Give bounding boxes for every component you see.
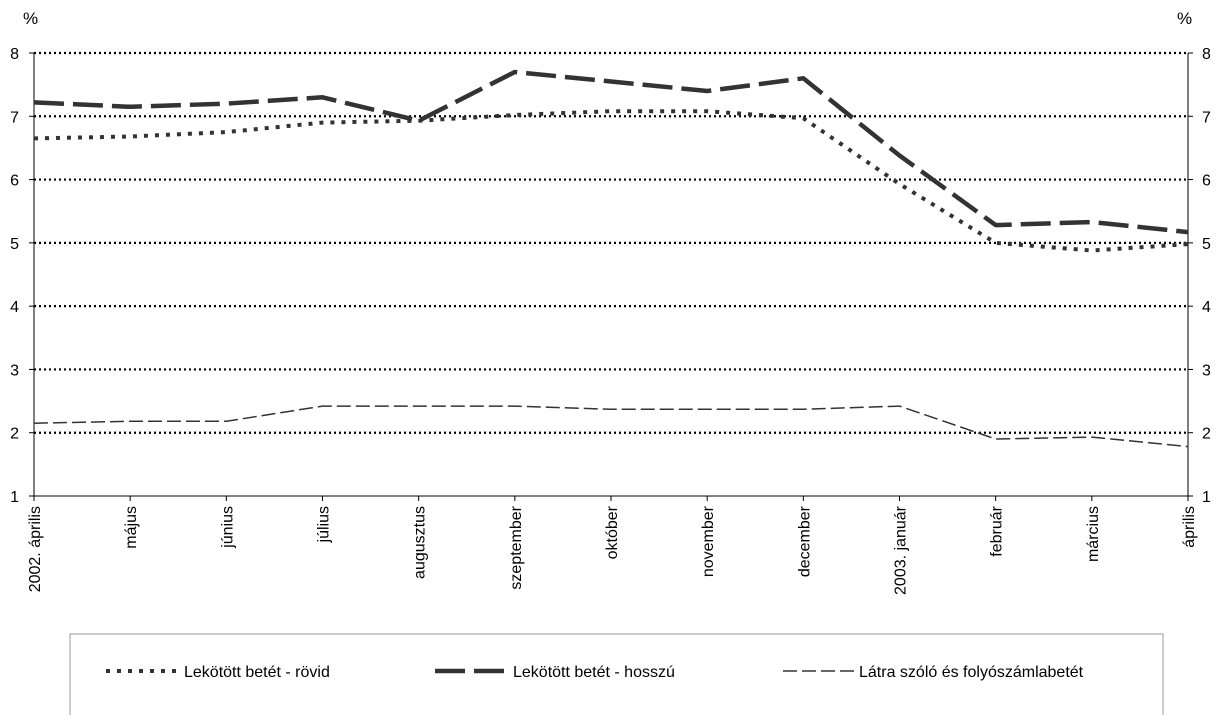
y-tick-label-right: 8 [1202,46,1211,63]
y-tick-label-right: 3 [1202,362,1211,379]
left-axis-unit: % [23,9,38,28]
data-point [321,405,323,407]
x-tick-label: szeptember [508,505,525,589]
y-tick-label-left: 4 [10,299,19,316]
legend-label-2: Lekötött betét - hosszú [513,664,675,681]
data-point [994,438,996,440]
data-point [225,102,227,104]
data-point [802,77,804,79]
series-line-2 [33,69,1189,235]
y-tick-label-right: 1 [1202,489,1211,506]
y-tick-label-right: 4 [1202,299,1211,316]
x-tick-label: augusztus [412,506,429,579]
data-point [514,405,516,407]
y-tick-label-right: 5 [1202,236,1211,253]
data-point [225,420,227,422]
data-point [1187,231,1189,233]
data-point [610,408,612,410]
x-tick-label: 2002. április [27,506,44,592]
x-tick-label: november [700,505,717,577]
data-point [1187,445,1189,447]
data-point [1091,221,1093,223]
y-tick-label-left: 7 [10,109,19,126]
x-tick-label: július [316,506,333,543]
data-point [898,183,900,185]
x-tick-label: április [1181,506,1198,548]
data-point [33,101,35,103]
data-point [1091,249,1093,251]
data-point [610,80,612,82]
y-tick-label-right: 7 [1202,109,1211,126]
data-point [129,106,131,108]
y-tick-label-left: 1 [10,489,19,506]
data-point [994,242,996,244]
data-point [321,96,323,98]
data-point [33,137,35,139]
x-tick-label: május [123,506,140,549]
data-point [706,408,708,410]
data-point [225,131,227,133]
data-point [802,117,804,119]
data-point [514,114,516,116]
data-point [417,120,419,122]
legend-label-3: Látra szóló és folyószámlabetét [859,664,1084,681]
series-line-3 [33,405,1189,448]
data-point [129,135,131,137]
data-point [321,121,323,123]
data-point [802,408,804,410]
legend-label-1: Lekötött betét - rövid [184,664,330,681]
data-point [898,405,900,407]
x-tick-label: 2003. január [893,505,910,595]
legend-box [69,633,1164,715]
data-point [706,90,708,92]
x-tick-label: október [604,505,621,559]
x-tick-label: március [1085,506,1102,562]
x-tick-label: június [219,506,236,549]
y-tick-label-left: 8 [10,46,19,63]
data-point [610,110,612,112]
data-point [514,71,516,73]
data-point [129,420,131,422]
right-axis-unit: % [1177,9,1192,28]
data-point [33,422,35,424]
data-point [706,110,708,112]
series-line-1 [33,109,1189,253]
y-tick-label-left: 5 [10,236,19,253]
y-tick-label-left: 3 [10,362,19,379]
data-point [1091,436,1093,438]
x-tick-label: február [989,505,1006,556]
x-tick-label: december [796,505,813,577]
y-tick-label-right: 2 [1202,426,1211,443]
data-point [994,224,996,226]
data-point [898,154,900,156]
y-tick-label-right: 6 [1202,173,1211,190]
data-point [1187,243,1189,245]
data-point [417,405,419,407]
y-tick-label-left: 2 [10,426,19,443]
y-tick-label-left: 6 [10,173,19,190]
